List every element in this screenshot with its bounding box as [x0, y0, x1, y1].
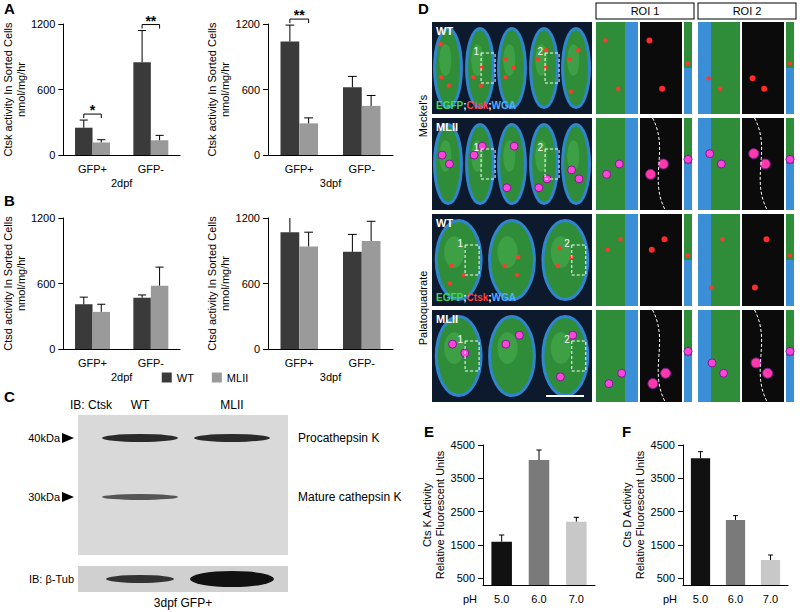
svg-text:600: 600	[242, 278, 260, 290]
svg-text:0: 0	[49, 149, 55, 161]
svg-text:2: 2	[564, 238, 570, 249]
svg-text:30kDa: 30kDa	[28, 491, 61, 503]
svg-text:**: **	[145, 13, 156, 29]
svg-text:IB: Ctsk: IB: Ctsk	[70, 398, 113, 412]
svg-text:WT: WT	[131, 398, 150, 412]
svg-text:Relative Fluorescent Units: Relative Fluorescent Units	[434, 450, 446, 579]
svg-text:40kDa: 40kDa	[28, 432, 61, 444]
svg-text:1: 1	[474, 46, 480, 57]
svg-text:0: 0	[254, 343, 260, 355]
svg-text:1200: 1200	[31, 212, 55, 224]
svg-text:3500: 3500	[451, 472, 475, 484]
svg-text:MLII: MLII	[220, 398, 243, 412]
svg-text:ROI 1: ROI 1	[631, 5, 660, 17]
svg-text:MLII: MLII	[436, 121, 458, 133]
svg-text:7.0: 7.0	[763, 593, 778, 605]
svg-text:Palatoquadrate: Palatoquadrate	[417, 271, 429, 346]
svg-text:GFP-: GFP-	[138, 163, 165, 175]
svg-text:3dpf GFP+: 3dpf GFP+	[154, 596, 212, 610]
svg-text:Procathepsin K: Procathepsin K	[298, 431, 379, 445]
svg-text:nmol/mg/hr: nmol/mg/hr	[15, 256, 27, 311]
svg-text:2500: 2500	[451, 506, 475, 518]
svg-text:0: 0	[49, 343, 55, 355]
svg-text:Cts K Activity: Cts K Activity	[421, 482, 433, 547]
svg-text:nmol/mg/hr: nmol/mg/hr	[219, 62, 231, 117]
svg-text:GFP-: GFP-	[349, 357, 376, 369]
svg-text:nmol/mg/hr: nmol/mg/hr	[15, 62, 27, 117]
svg-text:500: 500	[457, 572, 475, 584]
svg-text:WT: WT	[436, 25, 453, 37]
svg-text:7.0: 7.0	[569, 593, 584, 605]
svg-text:1500: 1500	[451, 539, 475, 551]
svg-text:1200: 1200	[236, 18, 260, 30]
svg-text:6.0: 6.0	[728, 593, 743, 605]
svg-text:600: 600	[37, 278, 55, 290]
svg-text:A: A	[4, 0, 15, 17]
svg-text:GFP-: GFP-	[349, 163, 376, 175]
svg-text:5.0: 5.0	[693, 593, 708, 605]
svg-text:4500: 4500	[451, 439, 475, 451]
svg-text:EGFP;Ctsk;WGA: EGFP;Ctsk;WGA	[436, 292, 516, 303]
svg-text:600: 600	[37, 84, 55, 96]
svg-text:5.0: 5.0	[494, 593, 509, 605]
svg-text:1: 1	[458, 238, 464, 249]
svg-text:pH: pH	[663, 593, 677, 605]
svg-text:WT: WT	[436, 217, 453, 229]
svg-text:2: 2	[538, 46, 544, 57]
svg-text:Ctsd activity In Sorted Cells: Ctsd activity In Sorted Cells	[2, 216, 14, 351]
svg-text:nmol/mg/hr: nmol/mg/hr	[219, 256, 231, 311]
svg-text:Cts D Activity: Cts D Activity	[621, 482, 633, 547]
svg-text:Relative Fluorescent Units: Relative Fluorescent Units	[634, 450, 646, 579]
svg-text:GFP+: GFP+	[78, 163, 107, 175]
svg-text:6.0: 6.0	[531, 593, 546, 605]
svg-text:**: **	[294, 7, 305, 23]
svg-text:2dpf: 2dpf	[111, 177, 133, 189]
svg-text:2500: 2500	[651, 506, 675, 518]
svg-text:1500: 1500	[651, 539, 675, 551]
svg-text:ROI 2: ROI 2	[733, 5, 762, 17]
svg-text:IB: β-Tub: IB: β-Tub	[29, 573, 74, 585]
svg-text:Ctsd activity In Sorted Cells: Ctsd activity In Sorted Cells	[206, 216, 218, 351]
svg-text:E: E	[424, 423, 434, 440]
svg-text:3dpf: 3dpf	[320, 371, 342, 383]
svg-text:1: 1	[458, 334, 464, 345]
svg-text:1200: 1200	[31, 18, 55, 30]
svg-text:3dpf: 3dpf	[320, 177, 342, 189]
svg-text:GFP+: GFP+	[285, 357, 314, 369]
svg-text:WT: WT	[177, 372, 194, 384]
svg-text:D: D	[418, 0, 429, 17]
svg-text:Ctsk activity In Sorted Cells: Ctsk activity In Sorted Cells	[2, 22, 14, 156]
svg-text:GFP+: GFP+	[78, 357, 107, 369]
svg-text:4500: 4500	[651, 439, 675, 451]
svg-text:3500: 3500	[651, 472, 675, 484]
svg-text:2: 2	[564, 334, 570, 345]
svg-text:B: B	[4, 192, 15, 209]
svg-text:MLII: MLII	[227, 372, 248, 384]
svg-text:2dpf: 2dpf	[111, 371, 133, 383]
svg-text:1200: 1200	[236, 212, 260, 224]
svg-text:MLII: MLII	[436, 313, 458, 325]
svg-text:F: F	[622, 423, 631, 440]
svg-text:500: 500	[657, 572, 675, 584]
svg-text:2: 2	[538, 142, 544, 153]
svg-text:Ctsk activity In Sorted Cells: Ctsk activity In Sorted Cells	[206, 22, 218, 156]
svg-text:C: C	[4, 388, 15, 405]
svg-text:GFP+: GFP+	[285, 163, 314, 175]
svg-text:GFP-: GFP-	[138, 357, 165, 369]
svg-text:600: 600	[242, 84, 260, 96]
svg-text:0: 0	[254, 149, 260, 161]
svg-text:1: 1	[474, 142, 480, 153]
svg-text:EGFP;Ctsk;WGA: EGFP;Ctsk;WGA	[436, 100, 516, 111]
svg-text:pH: pH	[463, 593, 477, 605]
svg-text:Meckel's: Meckel's	[417, 94, 429, 137]
svg-text:Mature cathepsin K: Mature cathepsin K	[298, 490, 401, 504]
svg-text:*: *	[90, 102, 96, 118]
